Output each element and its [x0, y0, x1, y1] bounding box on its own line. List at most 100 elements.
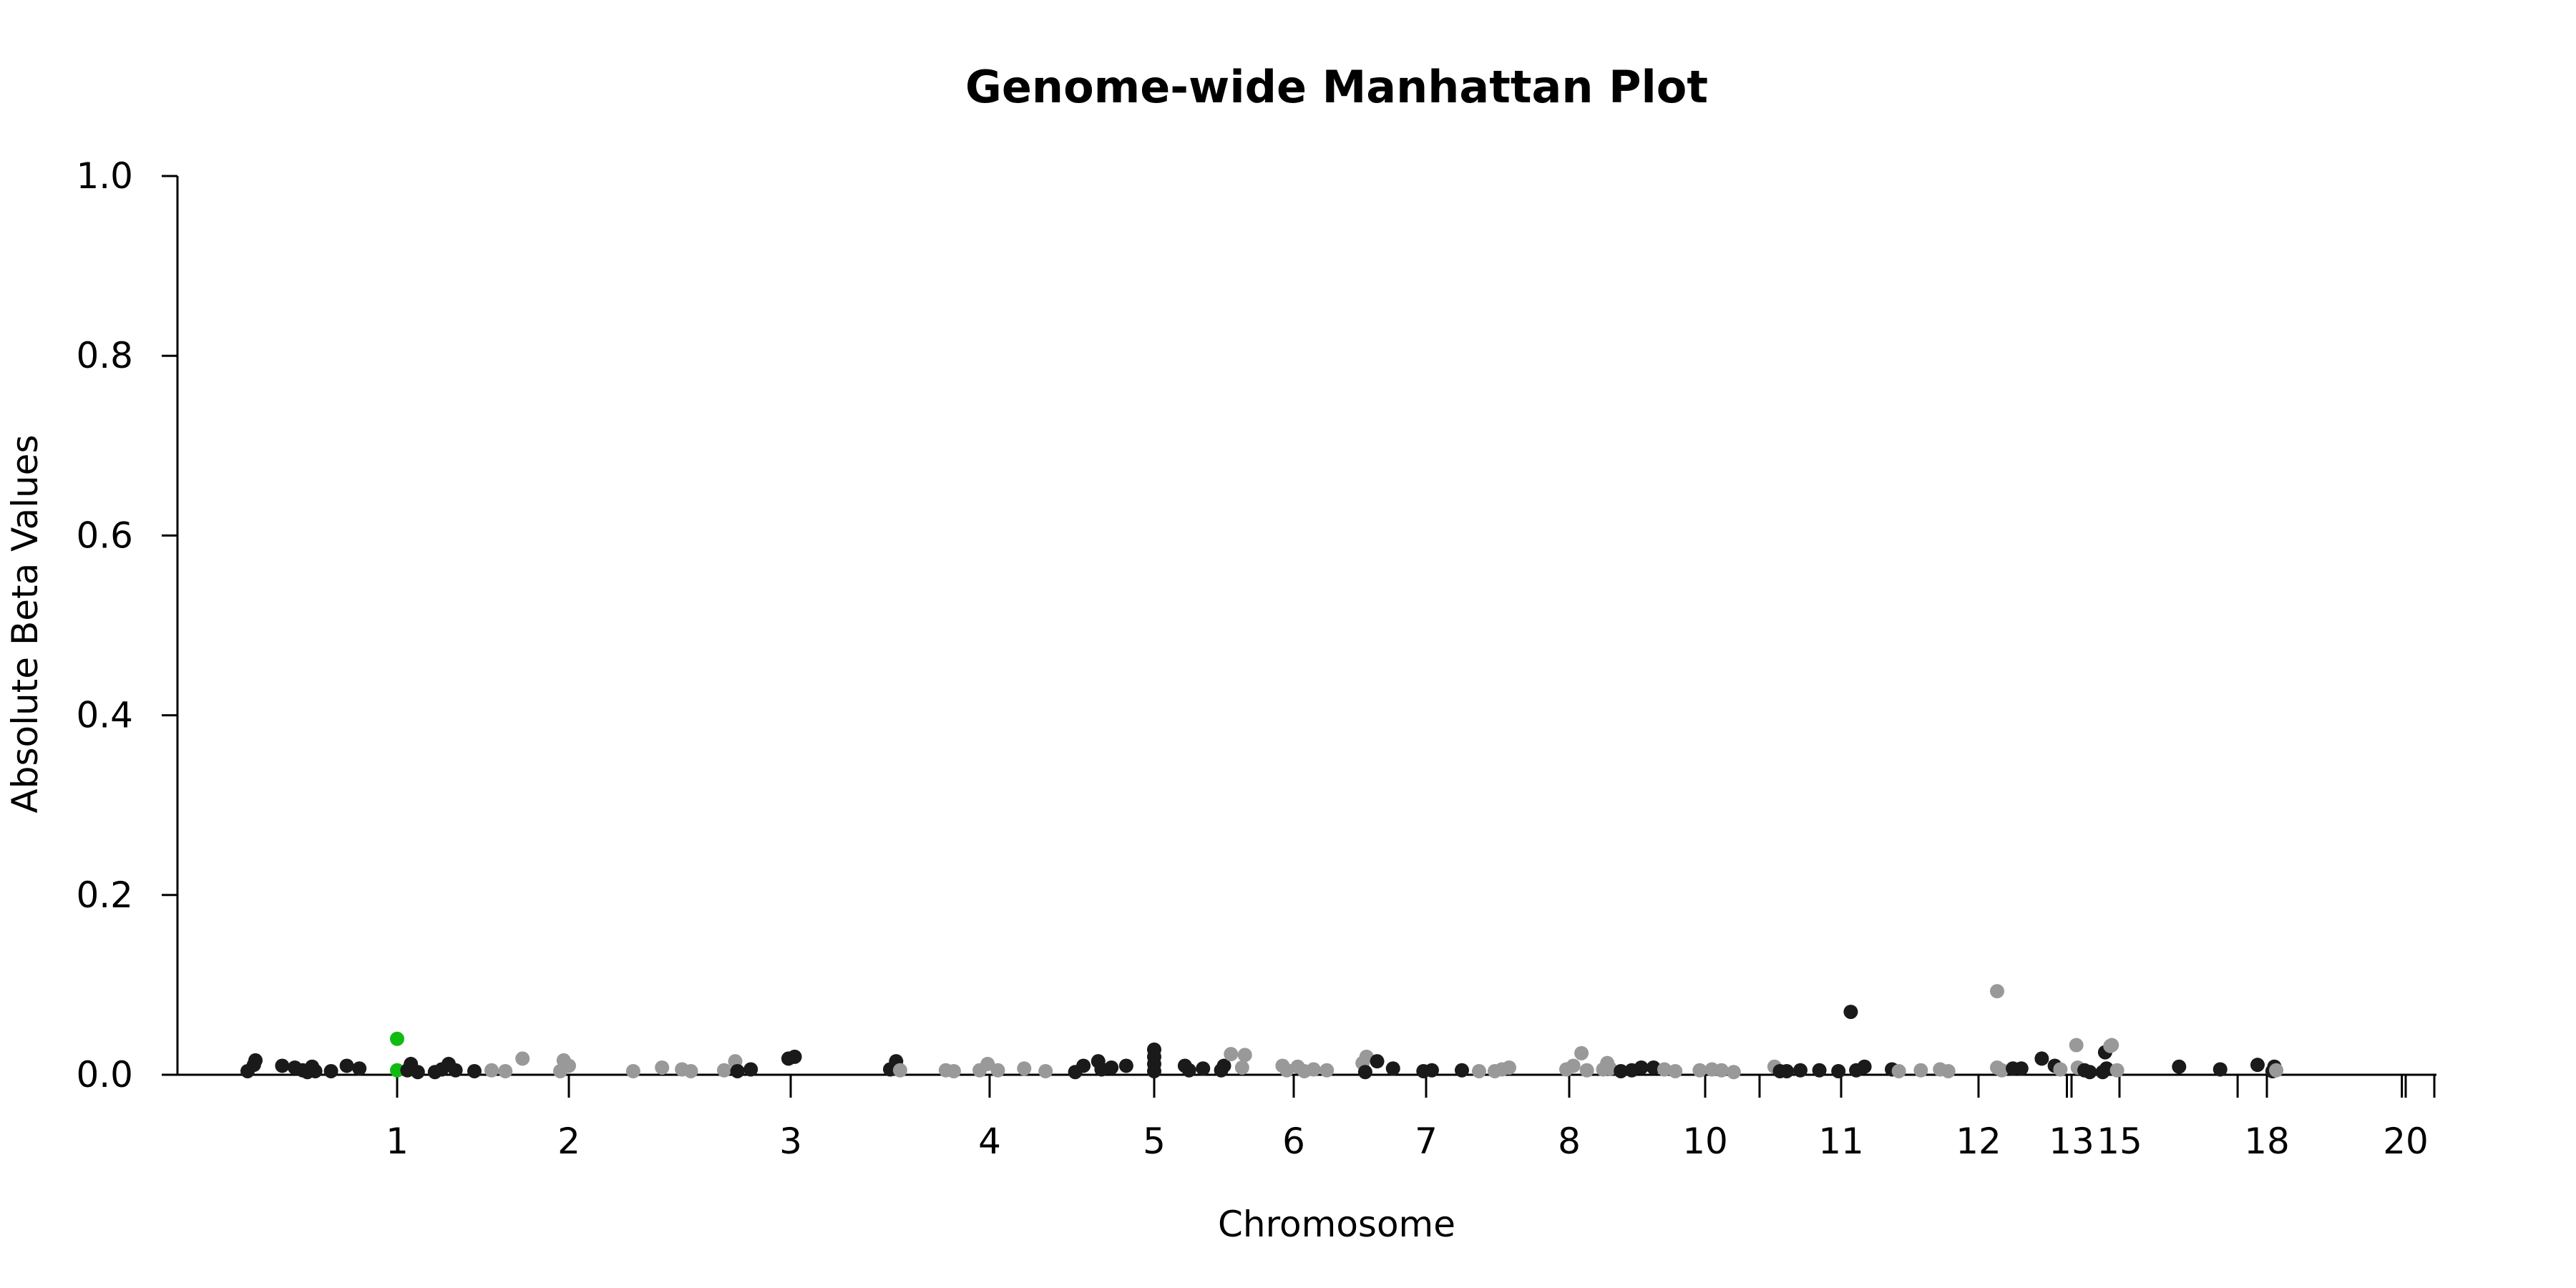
- data-point: [1370, 1054, 1385, 1069]
- x-tick-label: 8: [1558, 1121, 1581, 1162]
- data-point: [448, 1063, 463, 1078]
- data-point: [308, 1063, 323, 1078]
- x-tick-label: 12: [1956, 1121, 2001, 1162]
- data-point: [1793, 1063, 1807, 1078]
- data-point: [787, 1049, 802, 1064]
- data-point: [1425, 1063, 1439, 1078]
- data-point: [515, 1051, 530, 1066]
- data-point: [1357, 1065, 1372, 1080]
- data-point: [980, 1056, 995, 1071]
- data-point: [892, 1063, 907, 1078]
- data-point: [1472, 1063, 1486, 1078]
- data-point: [1891, 1063, 1906, 1078]
- x-tick-label: 18: [2244, 1121, 2290, 1162]
- data-point: [1104, 1060, 1119, 1075]
- data-point: [1118, 1058, 1133, 1073]
- data-point: [2099, 1061, 2114, 1076]
- data-point: [1668, 1063, 1683, 1078]
- data-point: [1306, 1062, 1321, 1077]
- data-point: [990, 1063, 1005, 1078]
- data-point: [467, 1063, 482, 1078]
- data-point: [339, 1058, 354, 1073]
- data-point: [2034, 1051, 2049, 1066]
- x-tick-label: 7: [1415, 1121, 1438, 1162]
- data-point: [498, 1063, 513, 1078]
- data-point: [1237, 1048, 1252, 1063]
- x-axis-ticks: 1 2 3 4 5 6 7 8 10 11 12 13 15 18 20: [386, 1075, 2436, 1162]
- chart-title: Genome-wide Manhattan Plot: [965, 61, 1708, 113]
- data-point: [743, 1062, 758, 1077]
- data-point: [2014, 1061, 2029, 1076]
- y-axis-ticks: 0.0 0.2 0.4 0.6 0.8 1.0: [76, 155, 177, 1096]
- x-tick-label: 20: [2383, 1121, 2429, 1162]
- data-point: [2104, 1038, 2119, 1053]
- data-point: [1181, 1063, 1196, 1078]
- data-point: [1692, 1063, 1707, 1078]
- y-tick-label: 0.2: [76, 874, 133, 916]
- data-point: [1147, 1042, 1161, 1057]
- data-point: [1038, 1063, 1053, 1078]
- data-point: [248, 1053, 263, 1068]
- data-point: [1780, 1063, 1794, 1078]
- data-point: [1455, 1063, 1469, 1078]
- data-point: [1857, 1059, 1872, 1074]
- data-point: [2212, 1062, 2228, 1077]
- data-point: [1017, 1061, 1032, 1076]
- data-point: [1843, 1005, 1858, 1020]
- data-point: [1279, 1063, 1294, 1078]
- data-point: [1216, 1058, 1231, 1073]
- y-tick-label: 0.8: [76, 335, 133, 376]
- x-tick-label: 6: [1282, 1121, 1305, 1162]
- data-point: [1714, 1063, 1729, 1078]
- data-point: [484, 1063, 499, 1078]
- data-point: [625, 1063, 640, 1078]
- data-point: [655, 1060, 670, 1075]
- data-point: [2069, 1038, 2084, 1053]
- data-point: [1603, 1061, 1617, 1076]
- highlighted-point: [390, 1063, 404, 1078]
- data-point: [1657, 1062, 1672, 1077]
- x-tick-label: 13: [2049, 1121, 2094, 1162]
- y-tick-label: 1.0: [76, 155, 133, 197]
- data-point: [1234, 1060, 1249, 1075]
- x-tick-label: 11: [1818, 1121, 1864, 1162]
- data-point: [352, 1061, 367, 1076]
- data-point: [323, 1063, 338, 1078]
- y-tick-label: 0.0: [76, 1054, 133, 1096]
- data-point: [1831, 1063, 1846, 1078]
- data-point: [1634, 1060, 1649, 1075]
- data-point: [946, 1063, 961, 1078]
- x-tick-label: 10: [1682, 1121, 1728, 1162]
- data-point: [717, 1063, 731, 1078]
- x-tick-label: 2: [557, 1121, 580, 1162]
- data-point: [1726, 1065, 1741, 1080]
- data-point: [2109, 1063, 2124, 1078]
- data-point: [1579, 1063, 1594, 1078]
- data-point: [1913, 1063, 1928, 1078]
- data-point: [1994, 1063, 2009, 1078]
- data-point: [2082, 1065, 2097, 1080]
- axes: [176, 176, 2436, 1076]
- data-points: [240, 984, 2284, 1080]
- data-point: [1941, 1063, 1956, 1078]
- data-point: [1224, 1047, 1239, 1062]
- data-point: [1614, 1063, 1629, 1078]
- data-point: [2053, 1062, 2068, 1077]
- data-point: [2172, 1059, 2187, 1074]
- x-axis-label: Chromosome: [1218, 1204, 1455, 1245]
- data-point: [1319, 1063, 1335, 1078]
- data-point: [1574, 1045, 1589, 1060]
- y-tick-label: 0.4: [76, 695, 133, 736]
- y-tick-label: 0.6: [76, 514, 133, 556]
- y-axis-label: Absolute Beta Values: [4, 435, 46, 814]
- data-point: [1196, 1061, 1211, 1076]
- x-tick-label: 3: [779, 1121, 802, 1162]
- data-point: [1076, 1058, 1091, 1073]
- x-tick-label: 15: [2097, 1121, 2142, 1162]
- x-tick-label: 4: [978, 1121, 1001, 1162]
- data-point: [730, 1063, 745, 1078]
- x-tick-label: 1: [386, 1121, 409, 1162]
- data-point: [683, 1063, 698, 1078]
- data-point: [562, 1058, 576, 1073]
